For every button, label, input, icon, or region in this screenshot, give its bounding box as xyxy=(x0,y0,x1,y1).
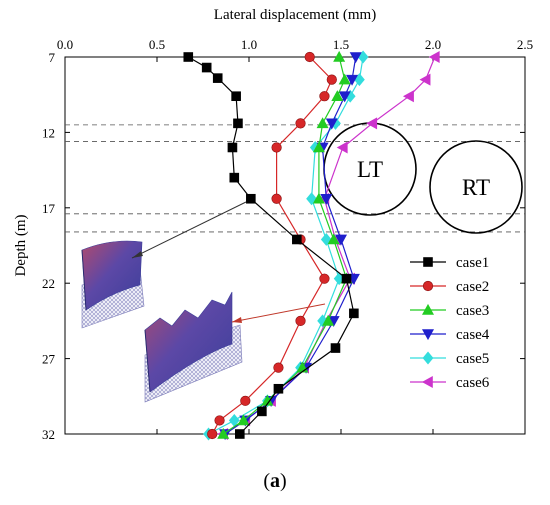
pointer-line-upper xyxy=(131,201,247,259)
data-point-case4-6 xyxy=(334,234,348,246)
data-point-case1-5 xyxy=(227,142,238,153)
data-point-case1-10 xyxy=(349,308,359,319)
data-point-case1-13 xyxy=(257,406,267,417)
data-point-case1-7 xyxy=(246,193,256,204)
data-point-case4-3 xyxy=(325,118,338,130)
y-tick-label-4: 27 xyxy=(42,352,56,367)
legend-marker-case4 xyxy=(421,329,435,341)
data-point-case3-3 xyxy=(316,117,329,129)
model-upper-edge xyxy=(81,249,87,311)
series-line-case1 xyxy=(187,56,355,435)
data-point-case1-12 xyxy=(273,383,284,394)
y-tick-label-3: 22 xyxy=(42,276,55,291)
data-point-case2-9 xyxy=(273,362,284,373)
data-point-case1-2 xyxy=(212,73,223,83)
legend-marker-case2 xyxy=(422,280,434,292)
tunnel-rt-label: RT xyxy=(462,175,490,200)
data-point-case4-5 xyxy=(320,193,333,205)
data-point-case6-0 xyxy=(428,50,440,64)
legend-label-case5: case5 xyxy=(456,351,489,367)
data-point-case6-2 xyxy=(402,90,414,103)
data-point-case1-14 xyxy=(235,429,245,439)
legend-label-case1: case1 xyxy=(456,255,489,271)
data-point-case1-9 xyxy=(341,273,352,284)
tunnel-lt-label: LT xyxy=(357,157,383,182)
data-point-case3-8 xyxy=(322,314,335,326)
data-point-case3-6 xyxy=(327,233,340,245)
data-point-case1-8 xyxy=(292,234,302,245)
data-point-case3-2 xyxy=(331,90,344,102)
figure-caption: (a) xyxy=(263,470,287,492)
legend-marker-case6 xyxy=(421,375,433,389)
pointer-arrow-middle xyxy=(232,317,242,323)
model-middle-edge xyxy=(144,329,151,393)
data-point-case2-0 xyxy=(304,51,315,63)
y-tick-label-1: 12 xyxy=(42,125,55,140)
data-point-case6-4 xyxy=(336,141,348,154)
chart: LT RT 0.0 0.5 1.0 1.5 2.0 2.5 7 12 17 22 27 32 Lateral… xyxy=(13,7,533,442)
data-point-case1-4 xyxy=(233,118,243,129)
data-point-case2-8 xyxy=(295,315,306,327)
data-point-case1-3 xyxy=(231,91,241,102)
data-point-case2-7 xyxy=(319,273,330,284)
series-line-case5 xyxy=(208,56,364,435)
legend-marker-case1 xyxy=(423,257,433,267)
data-point-case3-4 xyxy=(312,141,325,153)
data-point-case2-5 xyxy=(271,193,282,204)
data-point-case6-1 xyxy=(419,73,431,86)
data-point-case1-11 xyxy=(330,343,341,353)
x-tick-label-3: 1.5 xyxy=(333,37,349,52)
series-line-case2 xyxy=(211,56,333,435)
y-tick-label-2: 17 xyxy=(42,201,56,216)
legend-marker-case5 xyxy=(422,351,434,365)
legend-label-case4: case4 xyxy=(456,327,490,343)
pointer-arrow-upper xyxy=(132,251,143,258)
data-point-case4-0 xyxy=(349,52,362,64)
legend-label-case3: case3 xyxy=(456,303,489,319)
x-tick-label-5: 2.5 xyxy=(517,37,533,52)
data-point-case3-1 xyxy=(338,73,351,85)
data-point-case2-10 xyxy=(240,395,251,406)
data-point-case1-6 xyxy=(229,172,240,183)
y-tick-label-5: 32 xyxy=(42,427,55,442)
legend-label-case6: case6 xyxy=(456,375,490,391)
data-point-case4-2 xyxy=(338,91,351,103)
data-point-case2-4 xyxy=(271,142,282,153)
data-point-case1-0 xyxy=(183,52,194,62)
data-point-case2-3 xyxy=(295,118,306,129)
y-tick-label-0: 7 xyxy=(49,50,56,65)
data-point-case2-12 xyxy=(207,428,218,440)
legend-marker-case3 xyxy=(421,303,435,315)
data-point-case3-0 xyxy=(333,50,346,62)
data-point-case2-11 xyxy=(214,415,225,426)
data-point-case3-12 xyxy=(217,427,230,439)
data-point-case2-1 xyxy=(326,74,337,85)
model-inset-middle xyxy=(144,291,243,403)
model-upper-wall xyxy=(81,240,143,311)
x-tick-label-1: 0.5 xyxy=(149,37,165,52)
plot-frame xyxy=(64,56,526,435)
x-tick-label-0: 0.0 xyxy=(57,37,73,52)
data-point-case6-3 xyxy=(366,117,378,130)
y-axis-label: Depth (m) xyxy=(13,214,29,276)
data-point-case2-2 xyxy=(319,91,330,102)
x-tick-label-2: 1.0 xyxy=(241,37,257,52)
data-point-case3-5 xyxy=(312,192,325,204)
series-line-case6 xyxy=(222,56,436,435)
data-point-case4-1 xyxy=(346,74,359,86)
pointer-line-middle xyxy=(231,303,326,323)
tunnel-rt-circle xyxy=(429,140,523,234)
model-middle-wall xyxy=(144,291,233,393)
x-tick-label-4: 2.0 xyxy=(425,37,441,52)
model-inset-upper xyxy=(81,240,145,329)
data-point-case1-1 xyxy=(201,62,212,73)
data-point-case3-11 xyxy=(237,414,250,426)
legend-label-case2: case2 xyxy=(456,279,489,295)
x-axis-label: Lateral displacement (mm) xyxy=(214,7,376,23)
